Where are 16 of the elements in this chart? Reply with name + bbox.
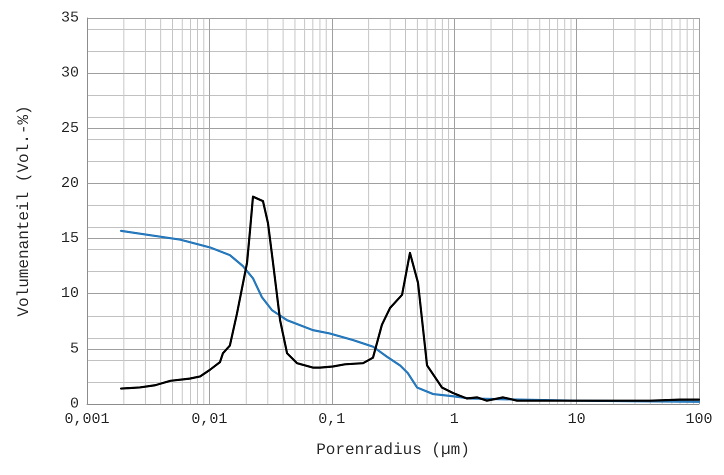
- y-tick-label: 25: [60, 120, 79, 137]
- x-axis-title: Porenradius (µm): [316, 441, 470, 459]
- y-tick-label: 5: [70, 340, 79, 358]
- y-tick-label: 30: [60, 64, 79, 82]
- x-tick-label: 10: [568, 411, 586, 428]
- x-tick-label: 1: [450, 411, 459, 428]
- y-tick-label: 10: [60, 285, 79, 302]
- x-tick-label: 100: [685, 411, 713, 428]
- y-tick-label: 35: [60, 10, 79, 26]
- x-tick-label: 0,01: [191, 411, 228, 428]
- y-axis-title: Volumenanteil (Vol.-%): [15, 105, 33, 317]
- y-tick-label: 20: [60, 174, 79, 192]
- x-tick-label: 0,001: [64, 411, 110, 428]
- y-tick-label: 15: [60, 230, 79, 248]
- y-tick-label: 0: [70, 396, 79, 412]
- x-tick-label: 0,1: [318, 411, 346, 428]
